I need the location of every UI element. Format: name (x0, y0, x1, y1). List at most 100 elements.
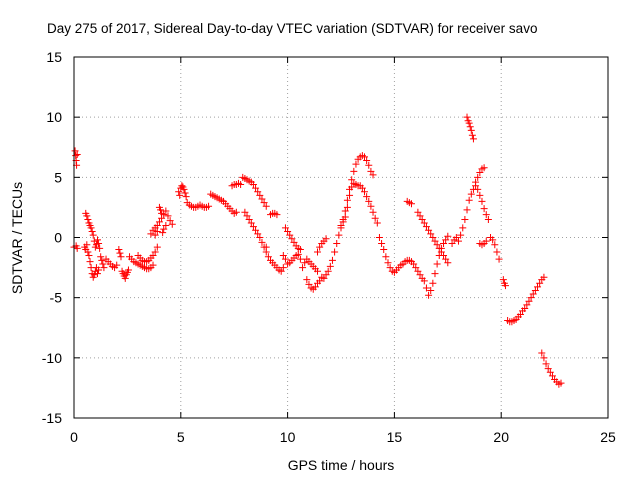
data-point (433, 260, 441, 268)
data-point (412, 264, 420, 272)
x-tick-label: 20 (493, 429, 509, 445)
data-point (316, 243, 324, 251)
data-point (476, 169, 484, 177)
data-point (249, 181, 257, 189)
data-point (243, 212, 251, 220)
data-point (90, 271, 98, 279)
data-point (176, 191, 184, 199)
data-point (527, 294, 535, 302)
data-point (493, 248, 501, 256)
data-point (457, 231, 465, 239)
data-point (84, 215, 92, 223)
data-point (516, 311, 524, 319)
data-point (159, 229, 167, 237)
data-point (155, 218, 163, 226)
data-point (433, 241, 441, 249)
data-point (85, 252, 93, 260)
data-point (117, 253, 125, 261)
data-point (147, 230, 155, 238)
data-point (444, 259, 452, 267)
data-point (463, 113, 471, 121)
data-point (448, 240, 456, 248)
data-point (414, 208, 422, 216)
data-point (335, 231, 343, 239)
data-point (73, 244, 81, 252)
data-point (350, 167, 358, 175)
data-point (71, 147, 79, 155)
data-point (180, 185, 188, 193)
data-point (86, 258, 94, 266)
data-point (548, 372, 556, 380)
data-point (429, 279, 437, 287)
data-point (363, 193, 371, 201)
data-point (467, 126, 475, 134)
data-point (536, 279, 544, 287)
data-point (83, 241, 91, 249)
data-point (367, 167, 375, 175)
data-point (474, 185, 482, 193)
data-point (529, 290, 537, 298)
data-point (360, 153, 368, 161)
data-point (499, 276, 507, 284)
data-point (254, 230, 262, 238)
data-point (328, 256, 336, 264)
data-point (288, 235, 296, 243)
data-point (96, 244, 104, 252)
data-point (279, 252, 287, 260)
data-point (444, 232, 452, 240)
data-point (262, 243, 270, 251)
data-point (95, 266, 103, 274)
data-point (256, 234, 264, 241)
data-point (98, 256, 106, 264)
data-point (501, 282, 509, 290)
data-point (425, 291, 433, 299)
data-point (256, 191, 264, 199)
data-point (247, 219, 255, 227)
data-point (348, 176, 356, 184)
data-point (166, 217, 174, 225)
data-point (525, 297, 533, 305)
data-point (422, 223, 430, 231)
data-point (168, 220, 176, 228)
data-point (88, 227, 96, 235)
data-point (523, 301, 531, 309)
data-point (489, 236, 497, 244)
data-point (314, 267, 322, 275)
data-point (418, 215, 426, 223)
data-point (93, 270, 101, 278)
data-point (440, 240, 448, 248)
y-tick-label: -15 (42, 410, 62, 426)
y-tick-label: -5 (50, 290, 63, 306)
data-point (320, 274, 328, 282)
data-point (245, 215, 253, 223)
data-point (343, 203, 351, 211)
data-point (326, 262, 334, 270)
data-point (375, 234, 383, 241)
data-point (365, 197, 373, 205)
data-point (162, 207, 170, 215)
x-axis-label: GPS time / hours (288, 457, 395, 473)
data-point (348, 183, 356, 191)
data-point (469, 135, 477, 143)
data-point (153, 243, 161, 251)
data-point (465, 196, 473, 204)
data-point (260, 199, 268, 207)
data-point (459, 224, 467, 232)
data-point (435, 252, 443, 260)
data-point (73, 150, 81, 158)
data-point (474, 173, 482, 181)
data-point (281, 224, 289, 232)
x-tick-label: 15 (387, 429, 403, 445)
data-point (149, 261, 157, 269)
data-point (384, 259, 392, 267)
data-point (431, 237, 439, 245)
data-point (341, 213, 349, 221)
data-point (425, 226, 433, 234)
data-point (277, 267, 285, 275)
data-point (153, 221, 161, 229)
data-point (478, 197, 486, 205)
data-point (442, 255, 450, 263)
data-point (281, 255, 289, 263)
data-point (95, 240, 103, 248)
data-point (93, 236, 101, 244)
